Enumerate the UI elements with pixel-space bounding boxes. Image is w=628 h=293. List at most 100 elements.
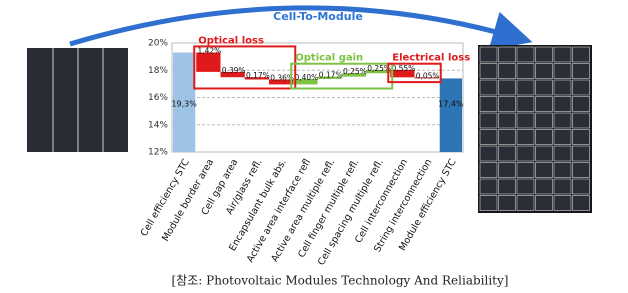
bar [269, 79, 294, 85]
module-cell [572, 46, 590, 63]
group-label: Optical gain [295, 53, 363, 64]
module-cell [535, 178, 553, 195]
module-cell [498, 162, 516, 178]
module-cell [498, 46, 516, 63]
module-cell [572, 162, 590, 178]
value-label: 1,42% [197, 47, 221, 56]
value-label: 19,3% [171, 100, 197, 109]
module-cell [553, 129, 572, 145]
value-label: 0,36% [270, 74, 294, 83]
module-cell [479, 79, 498, 96]
module-cell [516, 129, 535, 145]
module-cell [516, 112, 535, 129]
module-cell [479, 46, 498, 63]
flow-arrow [69, 5, 533, 51]
caption: [참조: Photovoltaic Modules Technology And… [172, 274, 509, 288]
module-cell [479, 63, 498, 79]
solar-cell-image [27, 48, 128, 152]
group-box [387, 62, 442, 84]
value-label: 0,25% [343, 67, 367, 76]
module-cell [572, 63, 590, 79]
module-cell [535, 63, 553, 79]
value-label: 0,05% [416, 71, 440, 80]
module-cell [498, 195, 516, 211]
module-cell [553, 112, 572, 129]
module-cell [572, 96, 590, 112]
chart-title: Cell-To-Module [273, 10, 363, 23]
value-label: 17,4% [438, 100, 464, 109]
chart: 12%14%16%18%20%Cell efficiency STC19,3%M… [139, 35, 470, 267]
module-cell [553, 162, 572, 178]
value-label: 0,40% [294, 73, 318, 82]
module-cell [553, 96, 572, 112]
bar [317, 76, 342, 79]
module-cell [572, 79, 590, 96]
module-cell [516, 178, 535, 195]
module-cell [535, 162, 553, 178]
module-cell [535, 145, 553, 162]
bar [244, 77, 269, 80]
module-cell [516, 79, 535, 96]
y-tick-label: 12% [148, 148, 168, 158]
module-cell [553, 178, 572, 195]
module-cell [535, 79, 553, 96]
y-tick-label: 18% [148, 66, 168, 76]
bar [220, 71, 245, 78]
module-cell [479, 112, 498, 129]
module-cell [498, 79, 516, 96]
module-cell [553, 63, 572, 79]
module-cell [498, 112, 516, 129]
module-cell [553, 145, 572, 162]
y-tick-label: 20% [148, 39, 168, 49]
module-cell [572, 145, 590, 162]
module-cell [535, 112, 553, 129]
bar [172, 52, 196, 152]
module-cell [516, 195, 535, 211]
module-cell [479, 129, 498, 145]
module-cell [479, 145, 498, 162]
module-cell [553, 195, 572, 211]
module-cell [516, 46, 535, 63]
value-label: 0,39% [222, 66, 246, 75]
module-cell [572, 195, 590, 211]
module-cell [479, 162, 498, 178]
module-cell [535, 195, 553, 211]
module-cell [479, 96, 498, 112]
module-cell [498, 145, 516, 162]
module-cell [479, 195, 498, 211]
solar-module-image [478, 45, 592, 213]
group-box [290, 62, 394, 90]
module-cell [516, 162, 535, 178]
y-tick-label: 16% [148, 93, 168, 103]
group-box [193, 45, 297, 90]
value-label: 0,17% [319, 71, 343, 80]
bar [390, 69, 415, 78]
module-cell [572, 178, 590, 195]
value-label: 0,55% [391, 64, 415, 73]
module-cell [535, 46, 553, 63]
module-cell [516, 96, 535, 112]
bar [366, 69, 391, 74]
module-cell [553, 46, 572, 63]
module-cell [535, 96, 553, 112]
y-tick-label: 14% [148, 120, 168, 130]
module-cell [516, 63, 535, 79]
module-cell [553, 79, 572, 96]
module-cell [535, 129, 553, 145]
module-cell [498, 96, 516, 112]
value-label: 0,25% [367, 64, 391, 73]
group-label: Optical loss [198, 35, 264, 46]
module-cell [498, 178, 516, 195]
bar [341, 73, 366, 77]
bar [414, 77, 439, 79]
module-cell [516, 145, 535, 162]
module-cell [479, 178, 498, 195]
module-cell [498, 63, 516, 79]
bar [293, 78, 318, 85]
module-cell [572, 129, 590, 145]
bar [439, 78, 463, 152]
bar [196, 52, 221, 72]
module-cell [572, 112, 590, 129]
value-label: 0,17% [246, 71, 270, 80]
